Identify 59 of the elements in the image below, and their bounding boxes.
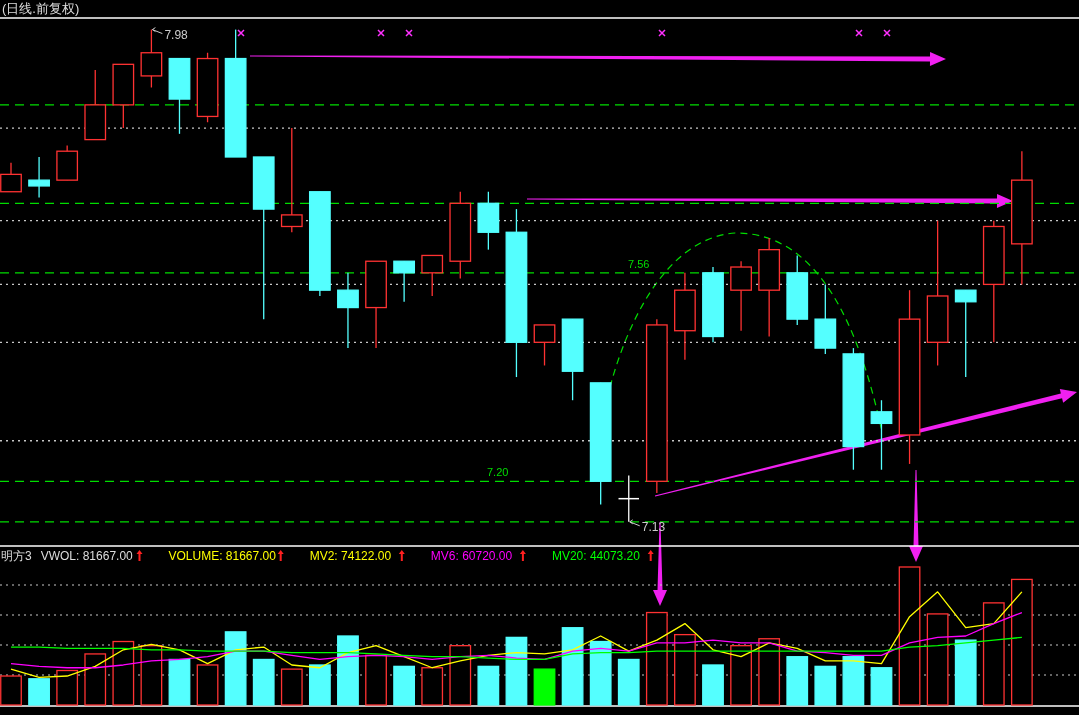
candlestick [337, 272, 359, 349]
text: MV6: 60720.00 [430, 549, 513, 563]
bar [0, 675, 22, 706]
bar [337, 635, 359, 706]
candlestick [140, 28, 163, 89]
bar [56, 669, 79, 706]
bar [140, 645, 163, 706]
ref-line-label: 7.56 [628, 257, 650, 270]
bar [870, 667, 893, 706]
bar [645, 611, 668, 706]
text: VOLUME: 81667.00 [168, 549, 277, 563]
bar [589, 640, 612, 706]
bar [674, 633, 696, 706]
candlestick [870, 399, 893, 471]
bar [814, 665, 837, 706]
bar [926, 613, 949, 706]
candlestick [421, 254, 444, 297]
bar [730, 645, 752, 706]
bar [196, 664, 219, 706]
candlestick [533, 324, 556, 367]
bar [561, 627, 584, 706]
bar [1010, 578, 1033, 706]
candlestick [730, 260, 752, 332]
ref-line-label: 7.20 [487, 466, 509, 479]
bar [84, 653, 107, 706]
bar [842, 656, 865, 706]
bar [365, 654, 387, 706]
candlestick [954, 289, 977, 378]
bar [786, 656, 809, 706]
text: VWOL: 81667.00 [40, 549, 134, 563]
bar [954, 639, 977, 706]
bar [112, 640, 135, 706]
bar [477, 665, 500, 706]
bar [393, 665, 416, 706]
text: MV2: 74122.00 [309, 549, 392, 563]
candlestick [280, 127, 303, 233]
candlestick [28, 156, 50, 199]
bar [982, 602, 1005, 706]
candlestick [0, 162, 22, 193]
chart-title: (日线.前复权) [2, 1, 80, 16]
bar [252, 658, 275, 706]
candlestick [393, 260, 416, 303]
bar [168, 658, 191, 706]
annotation: 7.98 [164, 27, 189, 42]
bar [308, 664, 331, 706]
bar [617, 658, 640, 706]
bar [505, 636, 528, 706]
candlestick [617, 474, 640, 523]
bar [758, 638, 781, 706]
bar [28, 678, 50, 706]
bar [449, 645, 472, 706]
bar [421, 667, 444, 706]
bar [224, 631, 247, 706]
chart-title: 明方3 [1, 549, 32, 563]
bar [898, 566, 921, 706]
bar [533, 668, 556, 706]
text: MV20: 44073.20 [551, 549, 641, 563]
bar [280, 668, 303, 706]
bar [702, 664, 724, 706]
